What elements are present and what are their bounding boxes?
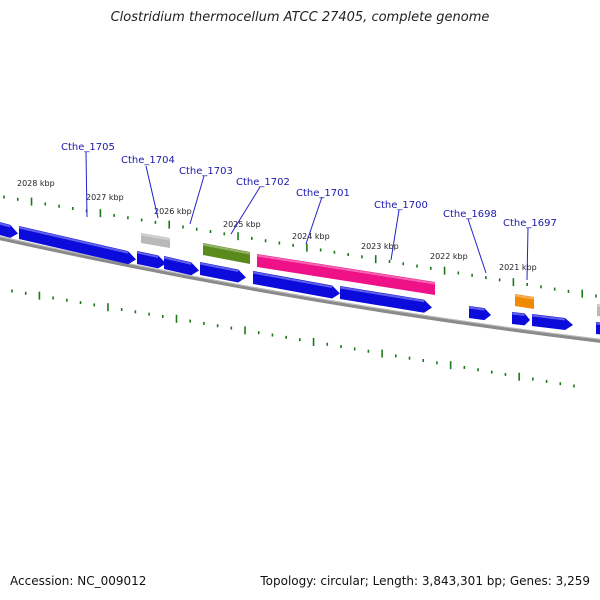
gene-feature-edge-right-highlight xyxy=(596,304,600,307)
kbp-label-2023: 2023 kbp xyxy=(361,242,399,251)
gene-feature-cthe-1705[interactable] xyxy=(19,226,136,265)
kbp-label-2025: 2025 kbp xyxy=(223,220,261,229)
gene-feature-cthe-1696[interactable] xyxy=(532,314,573,331)
gene-label-cthe-1701[interactable]: Cthe_1701 xyxy=(296,188,350,199)
gene-label-cthe-1700[interactable]: Cthe_1700 xyxy=(374,200,428,211)
gene-feature-cthe-1702b[interactable] xyxy=(200,262,246,283)
kbp-label-2028: 2028 kbp xyxy=(17,179,55,188)
gene-label-cthe-1698[interactable]: Cthe_1698 xyxy=(443,209,497,220)
genome-backbone xyxy=(0,236,600,343)
gene-feature-cthe-1701-highlight xyxy=(256,254,436,285)
gene-feature-cthe-1704[interactable] xyxy=(141,233,170,248)
gene-feature-left-edge-highlight xyxy=(0,222,11,228)
gene-label-cthe-1697[interactable]: Cthe_1697 xyxy=(503,218,557,229)
gene-label-cthe-1705[interactable]: Cthe_1705 xyxy=(61,142,115,153)
gene-feature-cthe-1703b-highlight xyxy=(163,256,192,265)
gene-feature-cthe-1700b-highlight xyxy=(339,286,425,303)
tick-track-lower xyxy=(11,289,575,388)
gene-label-cthe-1702[interactable]: Cthe_1702 xyxy=(236,177,290,188)
gene-feature-cthe-1700[interactable] xyxy=(253,271,340,299)
gene-feature-cthe-1697[interactable] xyxy=(515,294,534,309)
gene-feature-cthe-1697b-highlight xyxy=(511,312,525,316)
gene-feature-cthe-1698[interactable] xyxy=(469,306,491,321)
gene-feature-right-edge[interactable] xyxy=(596,322,600,335)
map-title: Clostridium thermocellum ATCC 27405, com… xyxy=(110,10,490,25)
gene-feature-cthe-1700-highlight xyxy=(252,271,333,289)
gene-label-cthe-1704[interactable]: Cthe_1704 xyxy=(121,155,175,166)
gene-feature-cthe-1702[interactable] xyxy=(203,243,250,264)
kbp-label-2027: 2027 kbp xyxy=(86,193,124,202)
leader-cthe-1701 xyxy=(305,196,323,245)
gene-feature-cthe-1703-highlight xyxy=(136,251,159,258)
leader-cthe-1697 xyxy=(526,227,529,281)
gene-feature-cthe-1702b-highlight xyxy=(199,262,239,272)
genome-backbone-highlight xyxy=(0,236,600,340)
leader-cthe-1700 xyxy=(390,209,400,261)
gene-feature-cthe-1697b[interactable] xyxy=(512,312,530,326)
leader-cthe-1703 xyxy=(189,175,205,225)
gene-feature-cthe-1703b[interactable] xyxy=(164,256,199,276)
leader-cthe-1702 xyxy=(230,186,261,235)
gene-feature-cthe-1702-highlight xyxy=(202,243,251,255)
accession-text: Accession: NC_009012 xyxy=(10,574,147,588)
gene-feature-right-edge-highlight xyxy=(595,322,600,325)
gene-feature-cthe-1698-highlight xyxy=(468,306,485,311)
kbp-label-2026: 2026 kbp xyxy=(154,207,192,216)
leader-cthe-1704 xyxy=(145,165,159,219)
kbp-label-2024: 2024 kbp xyxy=(292,232,330,241)
gene-feature-cthe-1697-highlight xyxy=(514,294,535,300)
kbp-label-2022: 2022 kbp xyxy=(430,252,468,261)
leader-cthe-1698 xyxy=(467,218,487,274)
gene-features xyxy=(0,220,600,335)
label-leaders xyxy=(85,151,529,281)
gene-feature-cthe-1703[interactable] xyxy=(137,251,166,269)
tick-track-upper xyxy=(3,195,597,298)
gene-feature-cthe-1701[interactable] xyxy=(257,254,435,295)
gene-feature-cthe-1704-highlight xyxy=(140,233,171,241)
gene-feature-edge-right[interactable] xyxy=(597,304,600,317)
topology-summary: Topology: circular; Length: 3,843,301 bp… xyxy=(260,574,590,588)
gene-feature-cthe-1705-highlight xyxy=(18,226,129,254)
gene-feature-left-edge[interactable] xyxy=(0,220,18,238)
kbp-label-2021: 2021 kbp xyxy=(499,263,537,272)
gene-feature-cthe-1700b[interactable] xyxy=(340,286,432,313)
leader-cthe-1705 xyxy=(85,151,88,218)
gene-label-cthe-1703[interactable]: Cthe_1703 xyxy=(179,166,233,177)
gene-feature-cthe-1696-highlight xyxy=(531,314,566,321)
